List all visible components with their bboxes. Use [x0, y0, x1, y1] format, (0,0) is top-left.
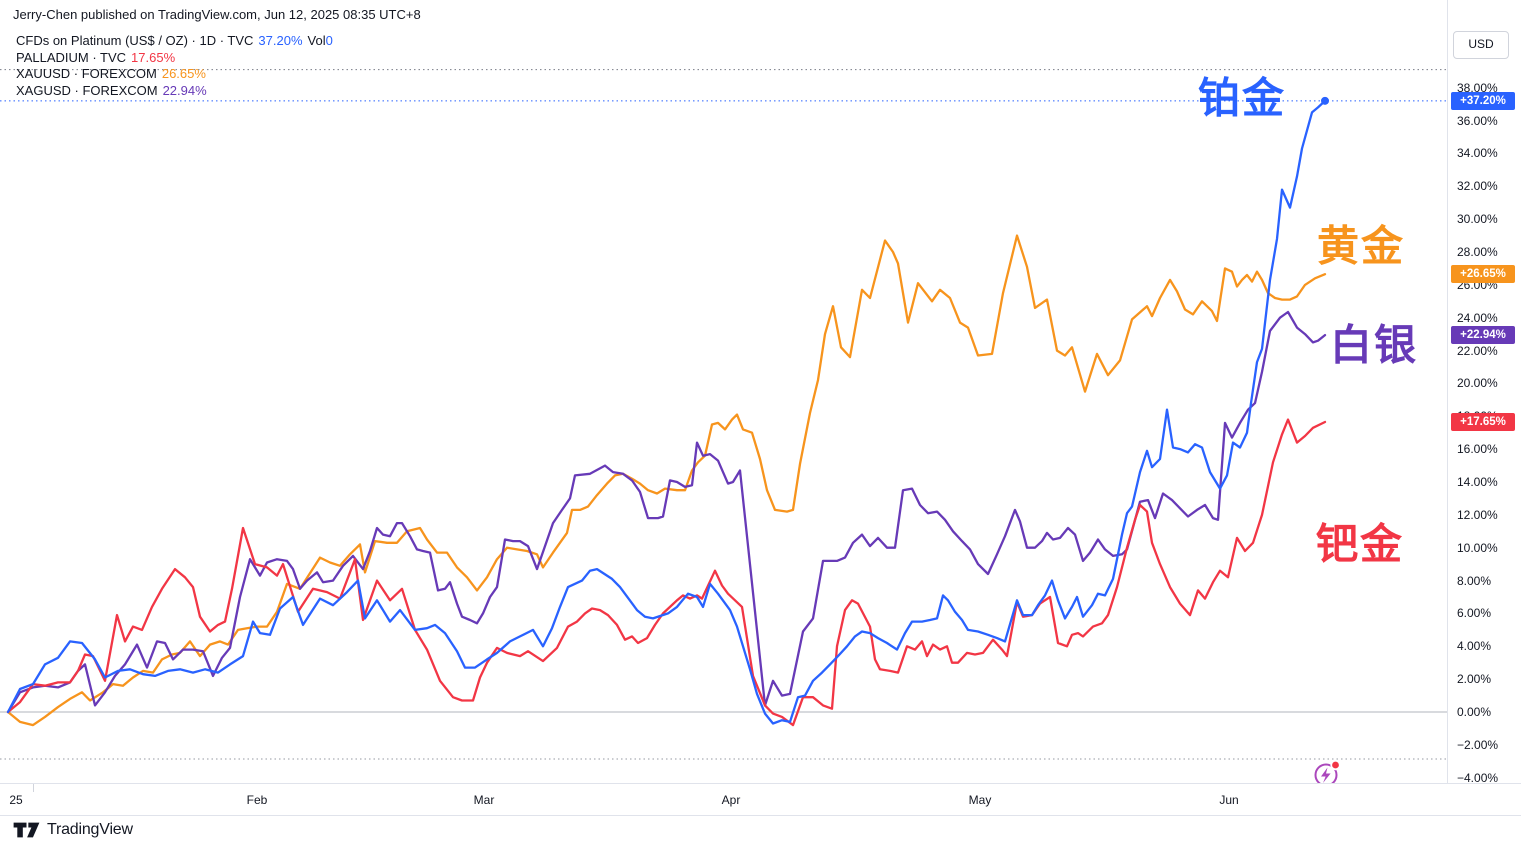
y-axis-tick: 30.00%: [1457, 212, 1498, 227]
symbol-change: 37.20%: [258, 33, 303, 48]
y-axis-tick: 38.00%: [1457, 80, 1498, 95]
y-axis-tick: 4.00%: [1457, 639, 1492, 654]
symbol-title: PALLADIUM · TVC: [16, 49, 127, 65]
notification-dot: [1332, 761, 1339, 769]
symbol-change: 17.65%: [131, 49, 176, 65]
tradingview-wordmark: TradingView: [47, 821, 133, 838]
y-axis-tick: 0.00%: [1457, 705, 1492, 719]
annotation-platinum: 铂金: [1197, 74, 1287, 122]
y-axis-tick: 16.00%: [1457, 442, 1498, 457]
vol-value: 0: [325, 33, 333, 48]
y-axis-tick: 10.00%: [1457, 540, 1498, 555]
y-axis-tick: 6.00%: [1457, 606, 1492, 621]
symbol-title: XAUUSD · FOREXCOM: [16, 66, 157, 81]
y-axis-tick: 22.00%: [1457, 343, 1498, 358]
series-line: [6, 310, 1327, 714]
x-axis-tick: May: [968, 793, 992, 807]
x-axis-tick: Jun: [1219, 793, 1239, 807]
price-badge: +37.20%: [1451, 91, 1515, 110]
year-boundary-tick: [33, 784, 34, 792]
x-axis-tick: 25: [9, 793, 23, 807]
y-axis-tick: 24.00%: [1457, 310, 1498, 325]
time-axis[interactable]: 25 Feb Mar Apr May Jun: [0, 783, 1521, 816]
price-axis[interactable]: 40.00%38.00%36.00%34.00%32.00%30.00%28.0…: [1447, 0, 1521, 785]
publish-attribution: Jerry-Chen published on TradingView.com,…: [13, 7, 421, 22]
y-axis-tick: 32.00%: [1457, 179, 1498, 194]
annotation-silver: 白银: [1329, 321, 1419, 369]
x-axis-tick: Apr: [721, 793, 741, 807]
symbol-title: CFDs on Platinum (US$ / OZ) · 1D · TVC: [16, 33, 254, 48]
series-line: [6, 99, 1327, 725]
price-badge: +22.94%: [1451, 326, 1515, 345]
lightning-bolt-icon: [1321, 767, 1331, 783]
y-axis-tick: 34.00%: [1457, 146, 1498, 161]
y-axis-tick: −2.00%: [1457, 737, 1499, 752]
series-end-dot: [1321, 96, 1329, 105]
x-axis-tick: Mar: [473, 793, 495, 807]
x-axis-tick: Feb: [246, 793, 268, 807]
symbol-change: 22.94%: [162, 82, 207, 98]
symbol-title: XAGUSD · FOREXCOM: [16, 82, 158, 98]
price-badge: +26.65%: [1451, 265, 1515, 284]
legend-row-xagusd[interactable]: XAGUSD · FOREXCOM 22.94%: [16, 83, 338, 100]
y-axis-tick: 20.00%: [1457, 376, 1498, 391]
y-axis-tick: −4.00%: [1457, 770, 1499, 785]
y-axis-tick: 12.00%: [1457, 507, 1498, 522]
currency-toggle-button[interactable]: USD: [1453, 31, 1509, 59]
series-line: [6, 418, 1327, 727]
price-badge: +17.65%: [1451, 413, 1515, 432]
y-axis-tick: 36.00%: [1457, 113, 1498, 128]
legend-row-xauusd[interactable]: XAUUSD · FOREXCOM 26.65%: [16, 66, 338, 83]
y-axis-tick: 28.00%: [1457, 244, 1498, 259]
legend-row-palladium[interactable]: PALLADIUM · TVC 17.65%: [16, 50, 338, 67]
annotation-palladium: 钯金: [1315, 520, 1405, 568]
annotation-gold: 黄金: [1316, 222, 1406, 270]
legend-row-platinum[interactable]: CFDs on Platinum (US$ / OZ) · 1D · TVC 37…: [16, 33, 338, 50]
legend: CFDs on Platinum (US$ / OZ) · 1D · TVC 37…: [16, 33, 338, 99]
symbol-change: 26.65%: [161, 66, 206, 81]
vol-label: Vol: [307, 33, 326, 48]
tradingview-logo[interactable]: TradingView: [13, 821, 133, 839]
series-line: [6, 234, 1327, 727]
tradingview-mark-icon: [13, 822, 40, 838]
y-axis-tick: 8.00%: [1457, 573, 1492, 588]
y-axis-tick: 14.00%: [1457, 474, 1498, 489]
y-axis-tick: 2.00%: [1457, 672, 1492, 687]
